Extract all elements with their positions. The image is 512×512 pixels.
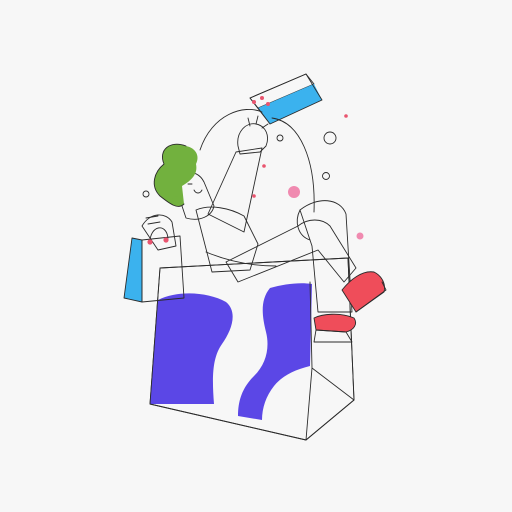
person-leg-lower	[299, 200, 353, 313]
shoe-icon	[313, 271, 387, 343]
big-bag-outline	[149, 257, 355, 441]
raised-hand-fingers	[247, 115, 269, 129]
bubble-icon	[142, 114, 364, 240]
bubble-red-tiny	[344, 114, 348, 118]
person-body	[195, 200, 357, 313]
hair-outline	[153, 143, 187, 207]
person-head	[153, 143, 215, 220]
bubble-4	[142, 190, 150, 198]
person-left-arm	[141, 214, 177, 251]
shoe-upper-back	[314, 314, 356, 332]
gift-box-dot-3	[266, 102, 270, 106]
bubble-red-tiny-3	[252, 194, 256, 198]
big-bag-side-fold	[305, 281, 355, 441]
left-arm	[141, 214, 177, 251]
small-bag-rivet-left	[147, 239, 153, 245]
bag-purple-shape-left	[150, 293, 233, 404]
gift-box-icon	[249, 73, 323, 125]
bubble-2	[276, 134, 284, 142]
person-raised-arm	[207, 115, 269, 233]
shoe-front-sole	[355, 281, 387, 313]
small-bag-fingers	[145, 215, 161, 225]
eyes-smile	[187, 183, 203, 194]
bag-purple-shape-right	[238, 283, 312, 420]
bubble-3	[322, 172, 330, 180]
big-shopping-bag	[149, 251, 355, 441]
small-bag-rivet-right	[163, 237, 169, 243]
bubble-pink-small	[356, 232, 364, 240]
bubble-red-tiny-2	[262, 164, 266, 168]
raised-arm-sleeve	[207, 147, 263, 233]
shopping-bag-icon	[123, 215, 185, 303]
bubble-1	[323, 131, 337, 145]
earring-icon	[172, 196, 180, 204]
gift-box-side	[258, 84, 322, 124]
small-bag-handle	[149, 227, 169, 243]
bubble-pink-large	[288, 186, 300, 198]
gift-box-dot-1	[252, 100, 256, 104]
shoe-upper-front	[342, 271, 385, 312]
person-leg-upper	[225, 219, 357, 283]
small-bag-side	[124, 238, 142, 302]
motion-arc	[199, 108, 315, 213]
small-bag-front	[141, 235, 185, 303]
small-bag-outline	[123, 237, 143, 303]
raised-hand	[237, 123, 268, 155]
person-torso	[195, 206, 259, 273]
hair-icon	[154, 144, 198, 207]
gift-box-outline	[249, 73, 323, 125]
shoe-front-outline	[341, 271, 385, 313]
big-bag-handle	[205, 251, 277, 267]
gift-box-dot-2	[260, 96, 264, 100]
shoe-back-outline	[313, 313, 357, 333]
person-knee	[296, 209, 311, 241]
